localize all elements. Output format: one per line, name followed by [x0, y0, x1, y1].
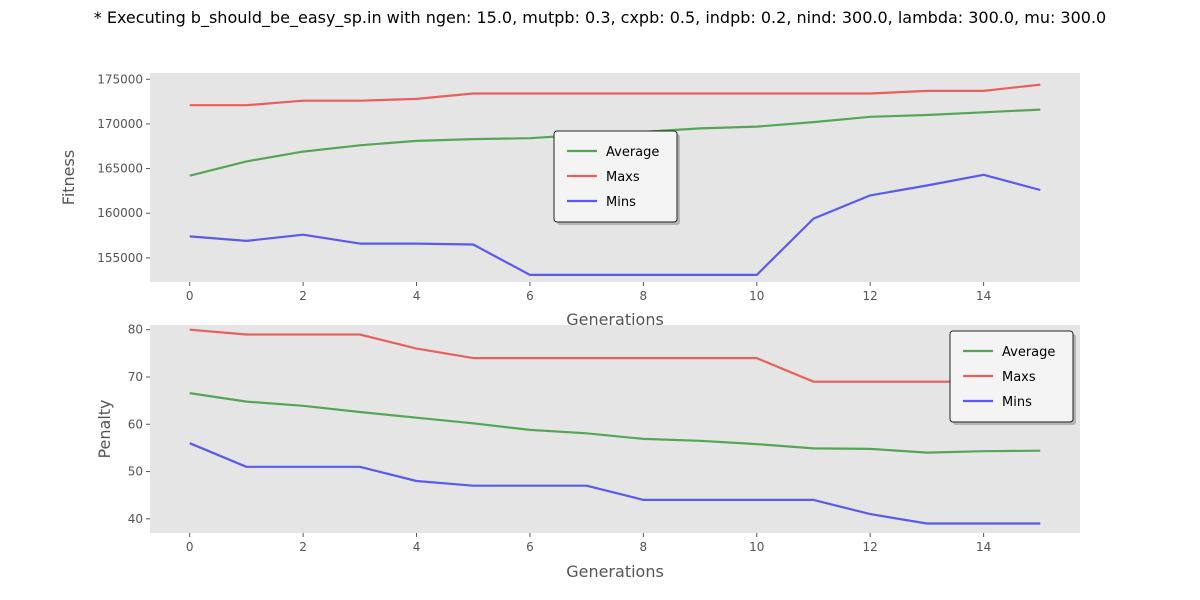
- legend-label-mins: Mins: [606, 195, 636, 210]
- series-line-mins: [189, 442, 1041, 525]
- subplot-fitness: 0 2 4 6 8 10 12 14 155000 160000 165000 170000 17500…: [59, 72, 1080, 329]
- y-tick-label: 155000: [97, 251, 143, 265]
- x-tick-label: 14: [976, 540, 991, 554]
- x-tick-label: 2: [299, 289, 307, 303]
- y-axis-label: Fitness: [59, 150, 78, 205]
- x-axis-label: Generations: [566, 310, 664, 329]
- x-tick-label: 14: [976, 289, 991, 303]
- plot-area: [150, 325, 1080, 533]
- legend-label-average: Average: [606, 145, 659, 160]
- series-line-mins: [189, 173, 1041, 276]
- y-axis-label: Penalty: [95, 399, 114, 458]
- legend-label-average: Average: [1002, 345, 1055, 360]
- x-tick-label: 4: [413, 540, 421, 554]
- x-tick-label: 8: [640, 289, 648, 303]
- x-tick-label: 6: [526, 540, 534, 554]
- series-line-average: [189, 392, 1041, 454]
- y-tick-label: 50: [128, 465, 143, 479]
- y-tick-label: 70: [128, 370, 143, 384]
- legend-label-maxs: Maxs: [606, 170, 640, 185]
- legend-box: [949, 330, 1074, 423]
- x-tick-label: 4: [413, 289, 421, 303]
- figure-title: * Executing b_should_be_easy_sp.in with …: [93, 8, 1107, 27]
- x-tick-label: 10: [749, 289, 764, 303]
- x-tick-label: 12: [863, 289, 878, 303]
- legend: Average Maxs Mins: [553, 130, 680, 225]
- x-tick-label: 0: [186, 289, 194, 303]
- y-tick-label: 170000: [97, 117, 143, 131]
- legend-box: [553, 130, 678, 223]
- legend-label-maxs: Maxs: [1002, 370, 1036, 385]
- series-line-maxs: [189, 83, 1041, 107]
- x-tick-label: 0: [186, 540, 194, 554]
- subplot-penalty: 0 2 4 6 8 10 12 14 40 50 60 70 80 Generations Penalty A…: [95, 323, 1080, 581]
- y-tick-label: 60: [128, 417, 143, 431]
- y-tick-label: 40: [128, 512, 143, 526]
- y-tick-label: 160000: [97, 206, 143, 220]
- x-tick-label: 10: [749, 540, 764, 554]
- y-tick-label: 175000: [97, 72, 143, 86]
- x-tick-label: 8: [640, 540, 648, 554]
- x-axis-label: Generations: [566, 562, 664, 581]
- series-line-maxs: [189, 328, 1041, 383]
- legend: Average Maxs Mins: [949, 330, 1076, 425]
- x-tick-label: 6: [526, 289, 534, 303]
- y-tick-label: 80: [128, 323, 143, 337]
- x-tick-label: 12: [863, 540, 878, 554]
- x-tick-label: 2: [299, 540, 307, 554]
- y-tick-label: 165000: [97, 162, 143, 176]
- legend-label-mins: Mins: [1002, 395, 1032, 410]
